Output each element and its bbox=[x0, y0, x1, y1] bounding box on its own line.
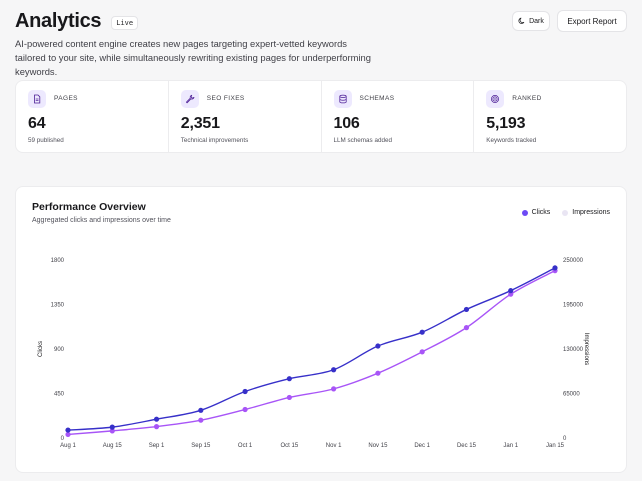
x-tick-label: Nov 15 bbox=[368, 443, 388, 449]
dark-mode-button[interactable]: Dark bbox=[512, 11, 550, 31]
data-point-clicks bbox=[65, 427, 71, 433]
wrench-icon bbox=[185, 94, 195, 104]
data-point-clicks bbox=[153, 416, 160, 422]
data-point-clicks bbox=[375, 343, 381, 349]
page-title: Analytics bbox=[15, 10, 102, 32]
stat-value: 2,351 bbox=[180, 115, 220, 132]
page-description: AI-powered content engine creates new pa… bbox=[15, 38, 371, 77]
y-tick-label: 1800 bbox=[51, 258, 65, 264]
chart-title: Performance Overview bbox=[32, 201, 146, 213]
stat-caption: LLM schemas added bbox=[333, 137, 392, 144]
data-point-impressions bbox=[242, 406, 248, 413]
x-tick-label: Oct 15 bbox=[281, 443, 299, 449]
data-point-clicks bbox=[331, 367, 337, 373]
x-tick-label: Dec 15 bbox=[457, 443, 477, 449]
data-point-impressions bbox=[65, 431, 71, 438]
moon-icon bbox=[518, 17, 525, 24]
stat-label: SCHEMAS bbox=[359, 95, 395, 102]
y2-tick-label: 195000 bbox=[563, 303, 584, 309]
chart-subtitle: Aggregated clicks and impressions over t… bbox=[32, 217, 171, 224]
dark-mode-label: Dark bbox=[529, 17, 544, 25]
data-point-clicks bbox=[286, 376, 292, 382]
legend-label-clicks: Clicks bbox=[531, 209, 551, 216]
data-point-impressions bbox=[198, 417, 204, 423]
x-tick-label: Sep 1 bbox=[149, 443, 165, 449]
y2-tick-label: 65000 bbox=[563, 392, 580, 398]
legend-swatch-impressions bbox=[562, 209, 569, 216]
stat-seo-fixes: SEO FIXES 2,351 Technical improvements bbox=[169, 81, 322, 152]
data-point-impressions bbox=[419, 349, 425, 355]
data-point-impressions bbox=[153, 424, 160, 430]
data-point-clicks bbox=[242, 388, 248, 395]
stat-pages: PAGES 64 59 published bbox=[16, 81, 169, 152]
stats-panel: PAGES 64 59 published SEO FIXES 2,351 Te… bbox=[15, 80, 627, 153]
data-point-clicks bbox=[463, 306, 470, 313]
data-point-impressions bbox=[463, 325, 470, 331]
data-point-impressions bbox=[109, 428, 115, 434]
database-icon bbox=[338, 94, 347, 104]
performance-line-chart: 0 450 900 1350 1800 0 65000 130000 195000 250000 A… bbox=[38, 258, 589, 449]
x-tick-label: Aug 1 bbox=[60, 443, 76, 449]
performance-overview-card: Performance Overview Aggregated clicks a… bbox=[15, 186, 627, 473]
target-icon bbox=[491, 95, 500, 103]
y-tick-label: 1350 bbox=[51, 303, 65, 309]
stat-ranked: RANKED 5,193 Keywords tracked bbox=[474, 81, 626, 152]
stat-value: 5,193 bbox=[486, 115, 526, 132]
data-point-impressions bbox=[375, 370, 381, 376]
stat-label: PAGES bbox=[54, 95, 78, 102]
y-axis-title: Clicks bbox=[38, 341, 44, 357]
legend-clicks[interactable]: Clicks bbox=[521, 209, 551, 216]
x-tick-label: Dec 1 bbox=[414, 443, 430, 449]
x-tick-label: Nov 1 bbox=[326, 443, 342, 449]
x-tick-label: Sep 15 bbox=[191, 443, 211, 449]
series-line-clicks bbox=[67, 267, 556, 431]
x-tick-label: Jan 1 bbox=[503, 443, 518, 449]
legend-swatch-clicks bbox=[521, 209, 528, 216]
y-tick-label: 0 bbox=[61, 436, 65, 442]
live-badge: Live bbox=[111, 15, 139, 30]
chart-legend: Clicks Impressions bbox=[521, 209, 610, 216]
y2-tick-label: 0 bbox=[563, 436, 567, 442]
data-point-clicks bbox=[419, 329, 425, 335]
y2-tick-label: 250000 bbox=[563, 258, 584, 264]
data-point-clicks bbox=[508, 288, 514, 294]
x-tick-label: Jan 15 bbox=[546, 443, 565, 449]
data-point-clicks bbox=[552, 265, 558, 271]
stat-value: 64 bbox=[28, 115, 46, 132]
x-tick-label: Aug 15 bbox=[103, 443, 123, 449]
title-row: Analytics Live bbox=[15, 10, 139, 33]
y2-tick-label: 130000 bbox=[563, 347, 584, 353]
data-point-impressions bbox=[286, 394, 292, 401]
data-point-impressions bbox=[331, 386, 337, 392]
stat-label: SEO FIXES bbox=[206, 95, 245, 102]
stat-caption: Technical improvements bbox=[180, 137, 249, 144]
stat-schemas: SCHEMAS 106 LLM schemas added bbox=[322, 81, 475, 152]
stat-caption: 59 published bbox=[28, 137, 64, 144]
x-tick-label: Oct 1 bbox=[238, 443, 253, 449]
export-report-button[interactable]: Export Report bbox=[557, 10, 627, 32]
stat-value: 106 bbox=[333, 115, 360, 132]
y2-axis-title: Impressions bbox=[583, 333, 589, 365]
document-icon bbox=[34, 94, 41, 104]
data-point-clicks bbox=[198, 407, 204, 413]
series-line-impressions bbox=[67, 270, 556, 436]
legend-impressions[interactable]: Impressions bbox=[562, 209, 610, 216]
data-point-clicks bbox=[109, 424, 115, 430]
stat-caption: Keywords tracked bbox=[486, 137, 537, 144]
legend-label-impressions: Impressions bbox=[572, 209, 610, 216]
y-tick-label: 450 bbox=[54, 392, 65, 398]
y-tick-label: 900 bbox=[54, 347, 65, 353]
stat-label: RANKED bbox=[512, 95, 542, 102]
